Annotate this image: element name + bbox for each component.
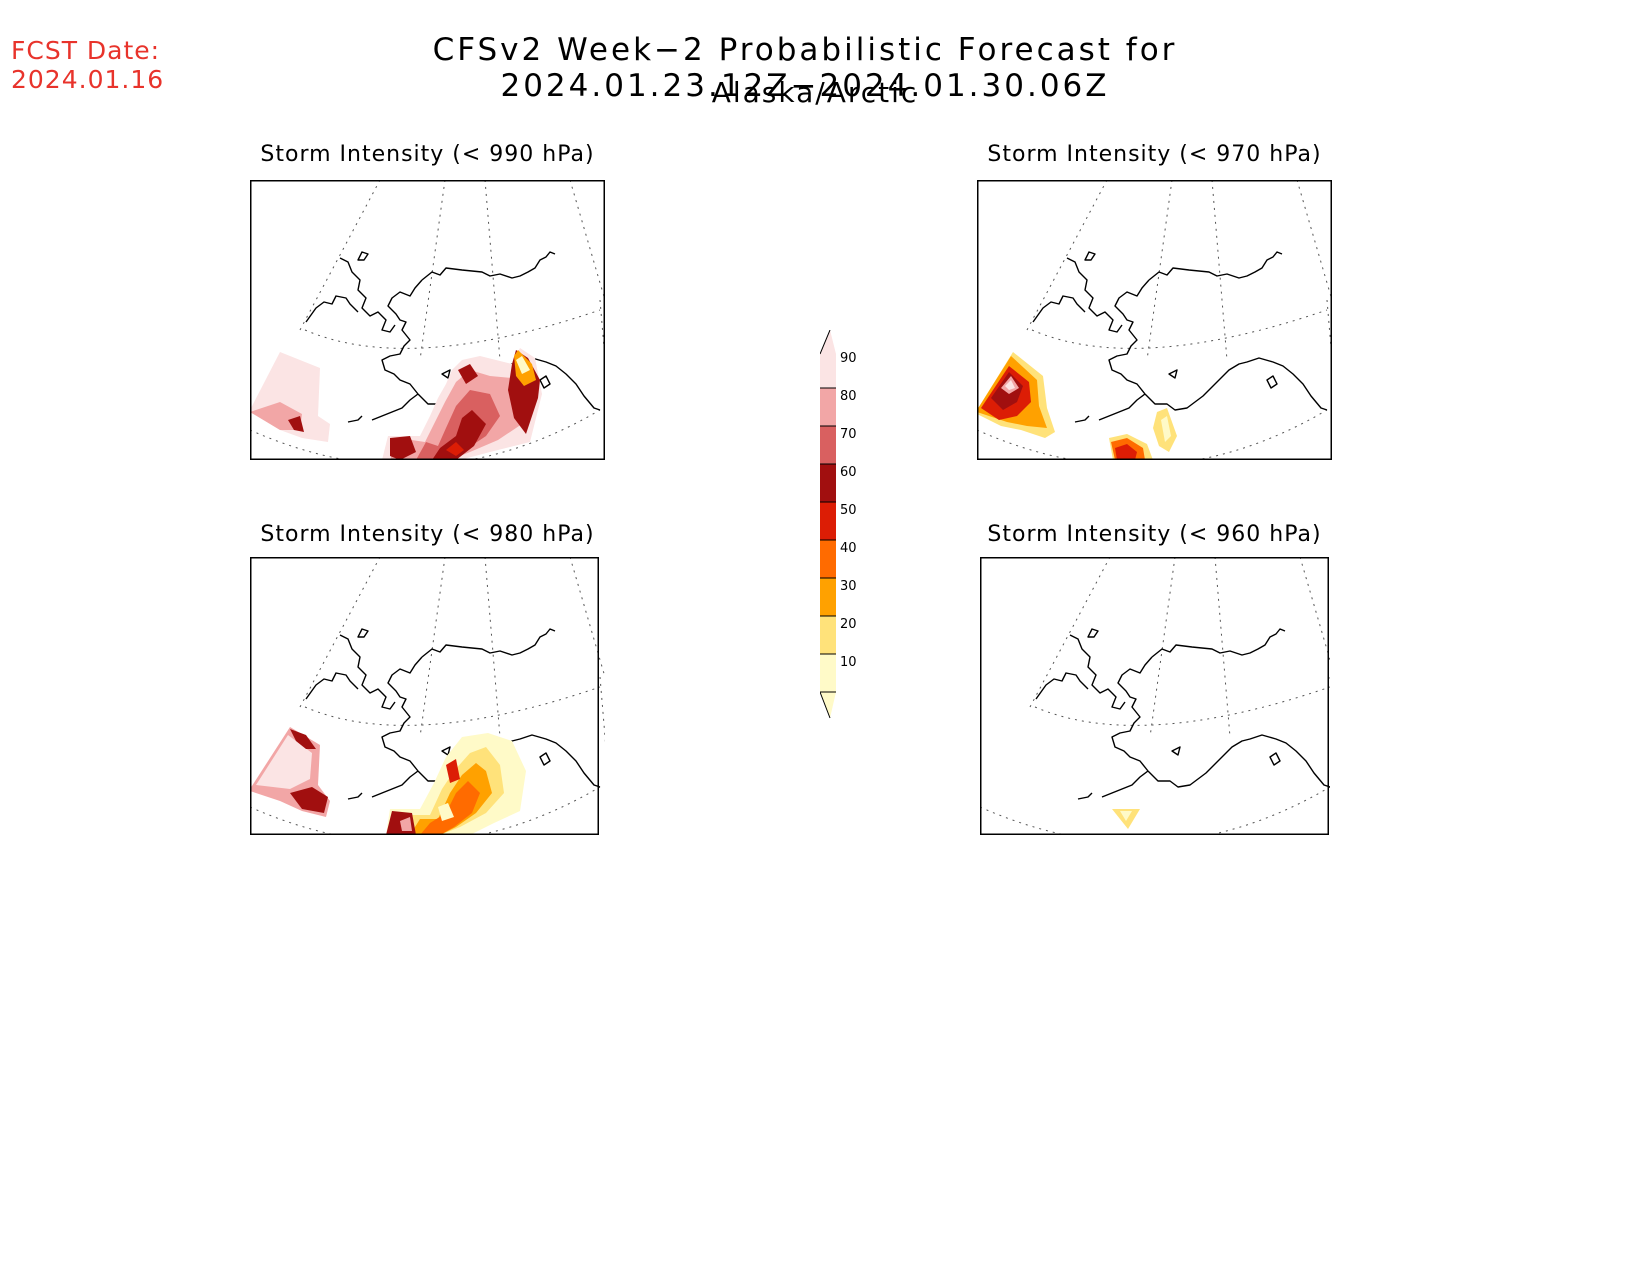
probability-colorbar: 90 80 70 60 50 40 30 20 10 [819, 329, 880, 724]
colorbar-label-30: 30 [840, 579, 857, 594]
region-subtitle: Alaska/Arctic [711, 76, 919, 109]
colorbar-swatches [819, 329, 836, 719]
colorbar-label-50: 50 [840, 503, 857, 518]
panel-title-990: Storm Intensity (< 990 hPa) [260, 142, 595, 167]
panel-title-970: Storm Intensity (< 970 hPa) [987, 142, 1322, 167]
colorbar-label-40: 40 [840, 541, 857, 556]
colorbar-label-80: 80 [840, 389, 857, 404]
forecast-date-value: 2024.01.16 [11, 65, 165, 94]
map-panel-970 [977, 180, 1332, 460]
probability-shading-990 [250, 348, 542, 460]
panel-title-980: Storm Intensity (< 980 hPa) [260, 522, 595, 547]
forecast-date-label: FCST Date: [11, 36, 161, 65]
colorbar-label-20: 20 [840, 617, 857, 632]
colorbar-label-90: 90 [840, 351, 857, 366]
page-title: CFSv2 Week−2 Probabilistic Forecast for … [432, 32, 1178, 104]
panel-title-960: Storm Intensity (< 960 hPa) [987, 522, 1322, 547]
probability-shading-960 [1112, 809, 1140, 829]
colorbar-label-60: 60 [840, 465, 857, 480]
probability-shading-980 [250, 727, 526, 835]
map-panel-990 [250, 180, 605, 460]
colorbar-label-70: 70 [840, 427, 857, 442]
map-panel-960 [980, 557, 1330, 835]
forecast-date-block: FCST Date: 2024.01.16 [11, 36, 164, 94]
colorbar-label-10: 10 [840, 655, 857, 670]
map-panel-980 [250, 557, 605, 835]
probability-shading-970 [977, 352, 1177, 460]
